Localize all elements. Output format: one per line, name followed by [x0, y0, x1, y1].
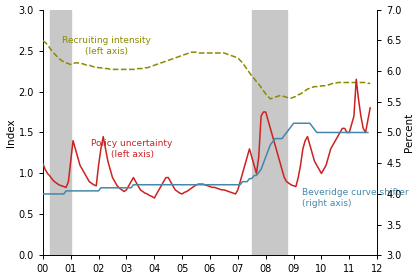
Y-axis label: Percent: Percent	[404, 113, 415, 152]
Bar	[50, 10, 71, 255]
Text: Beveridge curve shifter
(right axis): Beveridge curve shifter (right axis)	[302, 188, 409, 208]
Y-axis label: Index: Index	[5, 118, 16, 147]
Text: Policy uncertainty
(left axis): Policy uncertainty (left axis)	[91, 139, 173, 159]
Bar	[252, 10, 286, 255]
Text: Recruiting intensity
(left axis): Recruiting intensity (left axis)	[63, 36, 151, 56]
